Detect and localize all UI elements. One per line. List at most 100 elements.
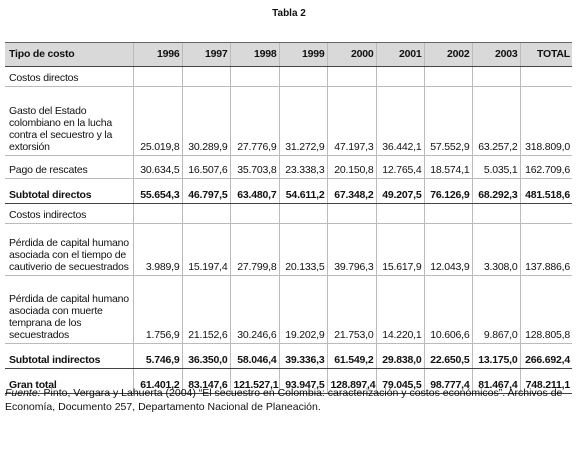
- cell-value: 58.046,4: [229, 343, 279, 369]
- cell-value: 47.197,3: [326, 86, 376, 156]
- cell-value: 36.442,1: [375, 86, 424, 156]
- cell-value: 83.147,6: [181, 368, 230, 394]
- table-row: Subtotal directos 55.654,3 46.797,5 63.480,…: [5, 178, 572, 204]
- cell-value: 22.650,5: [423, 343, 472, 369]
- cell-value: 81.467,4: [471, 368, 520, 394]
- empty-cell: [471, 203, 520, 224]
- empty-cell: [326, 203, 376, 224]
- row-label: Costos indirectos: [5, 203, 133, 224]
- row-label: Pérdida de capital humano asociada con m…: [5, 275, 133, 344]
- empty-cell: [278, 203, 327, 224]
- cell-value: 10.606,6: [423, 275, 472, 344]
- cell-value: 57.552,9: [423, 86, 472, 156]
- cell-value: 98.777,4: [423, 368, 472, 394]
- cell-value: 30.634,5: [132, 155, 182, 179]
- cell-value: 748.211,1: [519, 368, 572, 394]
- header-cell: 2002: [423, 42, 472, 67]
- empty-cell: [181, 66, 230, 87]
- cell-value: 76.126,9: [423, 178, 472, 204]
- empty-cell: [278, 66, 327, 87]
- empty-cell: [132, 203, 182, 224]
- header-cell: 1997: [181, 42, 230, 67]
- row-label: Subtotal indirectos: [5, 343, 133, 369]
- empty-cell: [229, 203, 279, 224]
- header-cell: TOTAL: [519, 42, 572, 67]
- empty-cell: [375, 66, 424, 87]
- cell-value: 29.838,0: [375, 343, 424, 369]
- cell-value: 36.350,0: [181, 343, 230, 369]
- cell-value: 21.753,0: [326, 275, 376, 344]
- cell-value: 61.401,2: [132, 368, 182, 394]
- table-row: Gran total 61.401,2 83.147,6 121.527,1 93.94…: [5, 368, 572, 394]
- cell-value: 12.765,4: [375, 155, 424, 179]
- cell-value: 93.947,5: [278, 368, 327, 394]
- cell-value: 15.197,4: [181, 223, 230, 276]
- cell-value: 3.989,9: [132, 223, 182, 276]
- cell-value: 49.207,5: [375, 178, 424, 204]
- empty-cell: [132, 66, 182, 87]
- row-label: Gran total: [5, 368, 133, 394]
- cell-value: 5.746,9: [132, 343, 182, 369]
- cell-value: 63.480,7: [229, 178, 279, 204]
- table-row: Pérdida de capital humano asociada con m…: [5, 275, 572, 344]
- cell-value: 55.654,3: [132, 178, 182, 204]
- empty-cell: [471, 66, 520, 87]
- cell-value: 35.703,8: [229, 155, 279, 179]
- empty-cell: [375, 203, 424, 224]
- header-cell: 1996: [132, 42, 182, 67]
- empty-cell: [423, 66, 472, 87]
- empty-cell: [229, 66, 279, 87]
- cell-value: 68.292,3: [471, 178, 520, 204]
- table-title: Tabla 2: [272, 8, 306, 19]
- empty-cell: [423, 203, 472, 224]
- cost-table: Tipo de costo 1996 1997 1998 1999 2000 2001 200…: [5, 42, 572, 394]
- header-cell: 1998: [229, 42, 279, 67]
- cell-value: 25.019,8: [132, 86, 182, 156]
- cell-value: 318.809,0: [519, 86, 572, 156]
- cell-value: 20.150,8: [326, 155, 376, 179]
- cell-value: 481.518,6: [519, 178, 572, 204]
- cell-value: 19.202,9: [278, 275, 327, 344]
- row-label: Pago de rescates: [5, 155, 133, 179]
- cell-value: 13.175,0: [471, 343, 520, 369]
- cell-value: 67.348,2: [326, 178, 376, 204]
- cell-value: 16.507,6: [181, 155, 230, 179]
- cell-value: 21.152,6: [181, 275, 230, 344]
- cell-value: 30.246,6: [229, 275, 279, 344]
- footnote-label: Fuente:: [5, 387, 41, 399]
- cell-value: 39.336,3: [278, 343, 327, 369]
- empty-cell: [326, 66, 376, 87]
- cell-value: 31.272,9: [278, 86, 327, 156]
- row-label: Costos directos: [5, 66, 133, 87]
- table-row: Costos directos: [5, 66, 572, 87]
- cell-value: 266.692,4: [519, 343, 572, 369]
- row-label: Pérdida de capital humano asociada con e…: [5, 223, 133, 276]
- header-cell: 2000: [326, 42, 376, 67]
- row-label: Subtotal directos: [5, 178, 133, 204]
- cell-value: 14.220,1: [375, 275, 424, 344]
- header-cell: 1999: [278, 42, 327, 67]
- cell-value: 1.756,9: [132, 275, 182, 344]
- header-row: Tipo de costo 1996 1997 1998 1999 2000 2001 200…: [5, 42, 572, 67]
- cell-value: 79.045,5: [375, 368, 424, 394]
- empty-cell: [519, 203, 572, 224]
- footnote: Fuente: Pinto, Vergara y Lahuerta (2004)…: [5, 386, 571, 414]
- cell-value: 5.035,1: [471, 155, 520, 179]
- cell-value: 46.797,5: [181, 178, 230, 204]
- cell-value: 12.043,9: [423, 223, 472, 276]
- header-cell: 2001: [375, 42, 424, 67]
- cell-value: 61.549,2: [326, 343, 376, 369]
- cell-value: 128.805,8: [519, 275, 572, 344]
- empty-cell: [519, 66, 572, 87]
- empty-cell: [181, 203, 230, 224]
- cell-value: 128.897,4: [326, 368, 376, 394]
- table-row: Subtotal indirectos 5.746,9 36.350,0 58.046…: [5, 343, 572, 369]
- cell-value: 20.133,5: [278, 223, 327, 276]
- cell-value: 9.867,0: [471, 275, 520, 344]
- cell-value: 137.886,6: [519, 223, 572, 276]
- table-row: Pago de rescates 30.634,5 16.507,6 35.703,8…: [5, 155, 572, 179]
- table-row: Costos indirectos: [5, 203, 572, 224]
- cell-value: 3.308,0: [471, 223, 520, 276]
- cell-value: 54.611,2: [278, 178, 327, 204]
